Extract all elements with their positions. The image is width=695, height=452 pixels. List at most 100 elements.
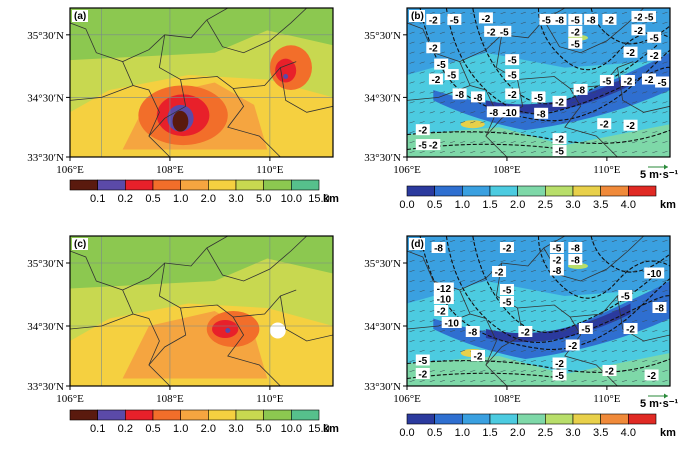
contour-label: -8 bbox=[571, 244, 580, 255]
wind-vector bbox=[470, 121, 476, 124]
wind-vector bbox=[439, 111, 445, 114]
colorbar-tick-label: 0.5 bbox=[145, 193, 160, 205]
wind-vector bbox=[520, 269, 526, 273]
wind-vector bbox=[530, 319, 537, 323]
wind-vector bbox=[530, 41, 537, 44]
contour-label: -2 bbox=[634, 12, 643, 23]
wind-vector bbox=[611, 319, 617, 323]
wind-vector bbox=[621, 339, 628, 343]
wind-vector bbox=[439, 11, 445, 15]
plot-frame bbox=[406, 7, 671, 158]
wind-vector bbox=[510, 41, 516, 44]
wind-vector bbox=[581, 379, 587, 383]
wind-vector bbox=[510, 239, 516, 243]
y-tick-label: 33°30′N bbox=[27, 152, 64, 164]
wind-vector bbox=[652, 329, 658, 333]
wind-vector bbox=[460, 111, 466, 114]
wind-vector bbox=[510, 279, 516, 283]
wind-vector bbox=[449, 81, 456, 84]
wind-vector bbox=[500, 279, 506, 283]
contour-label: -2 bbox=[481, 14, 490, 25]
wind-vector bbox=[510, 150, 516, 154]
wind-vector bbox=[591, 121, 597, 124]
boundary-line bbox=[280, 67, 333, 113]
panel-label-box bbox=[72, 238, 88, 250]
wind-vector bbox=[611, 101, 617, 104]
wind-vector bbox=[439, 31, 445, 34]
wind-vector bbox=[460, 379, 466, 383]
wind-vector bbox=[601, 61, 607, 64]
wind-vector bbox=[571, 51, 577, 54]
wind-vector bbox=[561, 309, 567, 313]
wind-vector bbox=[571, 121, 577, 124]
contour-label-box bbox=[631, 24, 646, 36]
wind-vector bbox=[601, 359, 607, 363]
wind-vector bbox=[601, 319, 607, 323]
wind-vector bbox=[571, 141, 577, 144]
wind-vector bbox=[591, 81, 597, 84]
wind-vector bbox=[662, 239, 668, 243]
wind-vector bbox=[500, 101, 506, 104]
panel-label-box bbox=[409, 10, 425, 22]
x-tick-label: 106°E bbox=[393, 393, 421, 405]
wind-vector bbox=[419, 81, 425, 84]
wind-vector bbox=[571, 61, 577, 64]
wind-vector bbox=[520, 71, 526, 74]
wind-vector bbox=[470, 379, 476, 383]
wind-vector bbox=[480, 309, 486, 313]
contour-label: -2 bbox=[418, 126, 427, 137]
contour-label: -10 bbox=[647, 269, 662, 280]
wind-vector bbox=[662, 349, 668, 353]
boundary-line bbox=[227, 88, 281, 157]
contour-label-box bbox=[426, 42, 441, 54]
contour-label-box bbox=[484, 25, 499, 37]
wind-vector bbox=[490, 249, 496, 253]
contour-label-box bbox=[433, 282, 454, 294]
field-band-valley bbox=[433, 281, 670, 359]
wind-vector bbox=[581, 150, 587, 154]
wind-vector bbox=[540, 369, 547, 373]
wind-vector bbox=[460, 239, 466, 243]
contour-label: -5 bbox=[571, 39, 580, 50]
boundary-line bbox=[206, 236, 307, 282]
contour-label-box bbox=[426, 13, 441, 25]
wind-vector bbox=[520, 31, 526, 34]
wind-vector bbox=[480, 249, 486, 253]
wind-vector bbox=[419, 329, 425, 333]
contour-label-box bbox=[552, 13, 567, 25]
wind-vector bbox=[591, 319, 597, 323]
contour-label-box bbox=[471, 91, 486, 103]
wind-vector bbox=[449, 61, 456, 64]
wind-vector bbox=[632, 319, 638, 323]
wind-vector bbox=[561, 61, 567, 64]
wind-vector bbox=[409, 359, 415, 363]
contour-label: -2 bbox=[600, 120, 609, 131]
wind-vector bbox=[520, 299, 526, 303]
wind-vector bbox=[540, 349, 547, 353]
wind-vector bbox=[642, 329, 648, 333]
x-tick-label: 106°E bbox=[393, 164, 421, 176]
wind-vector bbox=[581, 61, 587, 64]
wind-vector bbox=[540, 51, 547, 54]
wind-vector bbox=[500, 131, 506, 134]
wind-vector bbox=[470, 259, 476, 263]
contour-label-box bbox=[618, 290, 633, 301]
wind-vector bbox=[601, 289, 607, 293]
wind-vector bbox=[581, 299, 587, 303]
wind-vector bbox=[581, 41, 587, 44]
boundary-line bbox=[70, 85, 134, 101]
wind-vector bbox=[642, 51, 648, 54]
x-tick-label: 108°E bbox=[156, 164, 184, 176]
wind-vector bbox=[540, 309, 547, 313]
wind-vector bbox=[530, 289, 537, 293]
wind-vector bbox=[500, 309, 506, 313]
wind-vector bbox=[520, 150, 526, 154]
wind-vector bbox=[540, 379, 547, 383]
contour-label: -5 bbox=[645, 12, 654, 23]
wind-vector bbox=[449, 51, 456, 54]
contour-label-box bbox=[431, 242, 446, 253]
wind-vector bbox=[490, 91, 496, 94]
colorbar-swatch bbox=[152, 409, 181, 421]
colorbar-swatch bbox=[263, 409, 292, 421]
wind-vector bbox=[581, 11, 587, 15]
